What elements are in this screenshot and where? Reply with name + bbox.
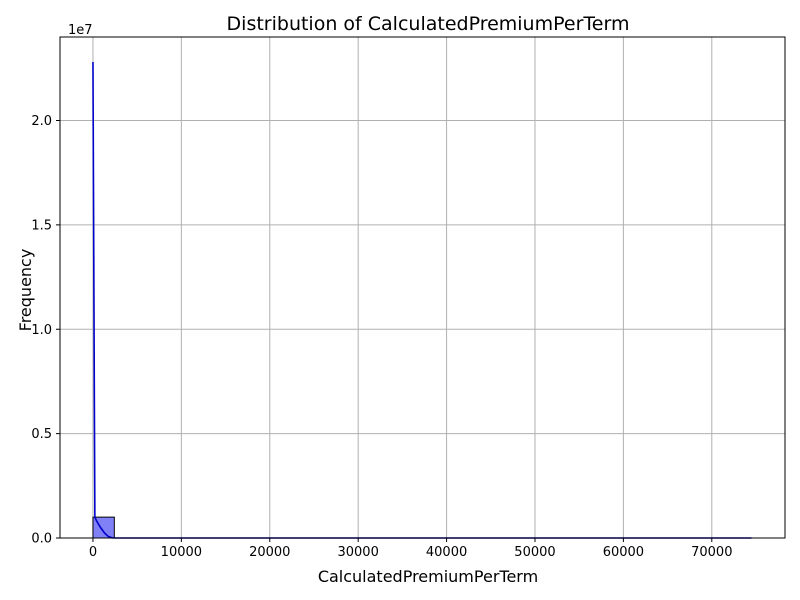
y-axis-label: Frequency (16, 249, 35, 332)
y-axis-ticks: 0.0 0.5 1.0 1.5 2.0 (31, 114, 60, 547)
x-tick-label: 20000 (249, 545, 290, 560)
x-tick-label: 50000 (514, 545, 555, 560)
y-tick-label: 1.5 (31, 218, 52, 233)
plot-frame (59, 36, 786, 539)
x-axis-ticks: 0 10000 20000 30000 40000 50000 60000 70000 (89, 538, 732, 560)
y-axis-offset-label: 1e7 (68, 23, 93, 38)
chart-title: Distribution of CalculatedPremiumPerTerm (227, 13, 630, 35)
y-tick-label: 1.0 (31, 323, 52, 338)
x-axis-label: CalculatedPremiumPerTerm (318, 567, 538, 586)
x-tick-label: 40000 (426, 545, 467, 560)
x-tick-label: 70000 (691, 545, 732, 560)
x-tick-label: 10000 (161, 545, 202, 560)
y-tick-label: 2.0 (31, 114, 52, 129)
x-tick-label: 0 (89, 545, 97, 560)
y-tick-label: 0.5 (31, 427, 52, 442)
y-tick-label: 0.0 (31, 532, 52, 547)
x-tick-label: 60000 (603, 545, 644, 560)
x-tick-label: 30000 (337, 545, 378, 560)
